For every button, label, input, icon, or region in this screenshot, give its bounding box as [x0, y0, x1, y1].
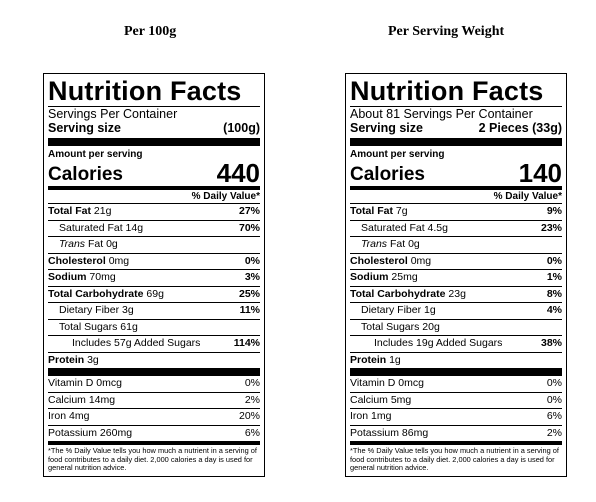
nutrient-row-total-sugars: Total Sugars 20g	[350, 320, 562, 336]
nutrient-row-added-sugars: Includes 57g Added Sugars 114%	[48, 336, 260, 353]
serving-size-row: Serving size 2 Pieces (33g)	[350, 121, 562, 136]
nutrient-row-potassium: Potassium 86mg 2%	[350, 426, 562, 439]
calories-label: Calories	[350, 164, 425, 185]
nutrient-row-added-sugars: Includes 19g Added Sugars 38%	[350, 336, 562, 353]
serving-size-value: (100g)	[223, 121, 260, 135]
nutrient-row-trans-fat: Trans Fat 0g	[350, 237, 562, 254]
calories-value: 140	[518, 158, 562, 188]
footnote: *The % Daily Value tells you how much a …	[48, 446, 257, 473]
nutrient-row-protein: Protein 3g	[48, 353, 99, 366]
nutrient-row-cholesterol: Cholesterol 0mg 0%	[48, 254, 260, 270]
nutrient-row-total-carbohydrate: Total Carbohydrate 23g 8%	[350, 287, 562, 303]
daily-value-header: % Daily Value*	[48, 190, 260, 204]
nutrient-row-sodium: Sodium 25mg 1%	[350, 270, 562, 287]
panel-title: Nutrition Facts	[350, 76, 544, 106]
nutrient-row-total-fat: Total Fat 21g 27%	[48, 204, 260, 221]
daily-value-header: % Daily Value*	[350, 190, 562, 204]
panel-title: Nutrition Facts	[48, 76, 242, 106]
column-heading-per-100g: Per 100g	[124, 24, 177, 39]
column-heading-per-serving: Per Serving Weight	[388, 24, 505, 39]
nutrient-row-sodium: Sodium 70mg 3%	[48, 270, 260, 287]
nutrient-row-calcium: Calcium 14mg 2%	[48, 393, 260, 409]
amount-per-serving: Amount per serving	[350, 149, 445, 160]
serving-size-row: Serving size (100g)	[48, 121, 260, 136]
nutrient-row-trans-fat: Trans Fat 0g	[48, 237, 260, 254]
nutrient-row-calcium: Calcium 5mg 0%	[350, 393, 562, 409]
servings-per-container: About 81 Servings Per Container	[350, 107, 533, 121]
nutrient-row-total-carbohydrate: Total Carbohydrate 69g 25%	[48, 287, 260, 303]
nutrient-row-protein: Protein 1g	[350, 353, 401, 366]
nutrient-row-iron: Iron 4mg 20%	[48, 409, 260, 426]
nutrition-panel-per-100g: Nutrition Facts Servings Per Container S…	[43, 73, 265, 477]
nutrient-row-dietary-fiber: Dietary Fiber 1g 4%	[350, 303, 562, 320]
nutrient-row-saturated-fat: Saturated Fat 14g 70%	[48, 221, 260, 237]
nutrient-row-total-fat: Total Fat 7g 9%	[350, 204, 562, 221]
calories-row: Calories 140	[350, 160, 562, 186]
serving-size-label: Serving size	[48, 121, 121, 135]
nutrient-row-saturated-fat: Saturated Fat 4.5g 23%	[350, 221, 562, 237]
nutrition-panel-per-serving: Nutrition Facts About 81 Servings Per Co…	[345, 73, 567, 477]
nutrient-row-dietary-fiber: Dietary Fiber 3g 11%	[48, 303, 260, 320]
nutrient-row-potassium: Potassium 260mg 6%	[48, 426, 260, 439]
calories-value: 440	[216, 158, 260, 188]
calories-label: Calories	[48, 164, 123, 185]
nutrient-row-vitamin-d: Vitamin D 0mcg 0%	[350, 376, 562, 393]
nutrient-row-total-sugars: Total Sugars 61g	[48, 320, 260, 336]
calories-row: Calories 440	[48, 160, 260, 186]
nutrient-row-iron: Iron 1mg 6%	[350, 409, 562, 426]
serving-size-label: Serving size	[350, 121, 423, 135]
amount-per-serving: Amount per serving	[48, 149, 143, 160]
servings-per-container: Servings Per Container	[48, 107, 178, 121]
footnote: *The % Daily Value tells you how much a …	[350, 446, 559, 473]
nutrient-row-cholesterol: Cholesterol 0mg 0%	[350, 254, 562, 270]
nutrient-row-vitamin-d: Vitamin D 0mcg 0%	[48, 376, 260, 393]
serving-size-value: 2 Pieces (33g)	[478, 121, 562, 135]
